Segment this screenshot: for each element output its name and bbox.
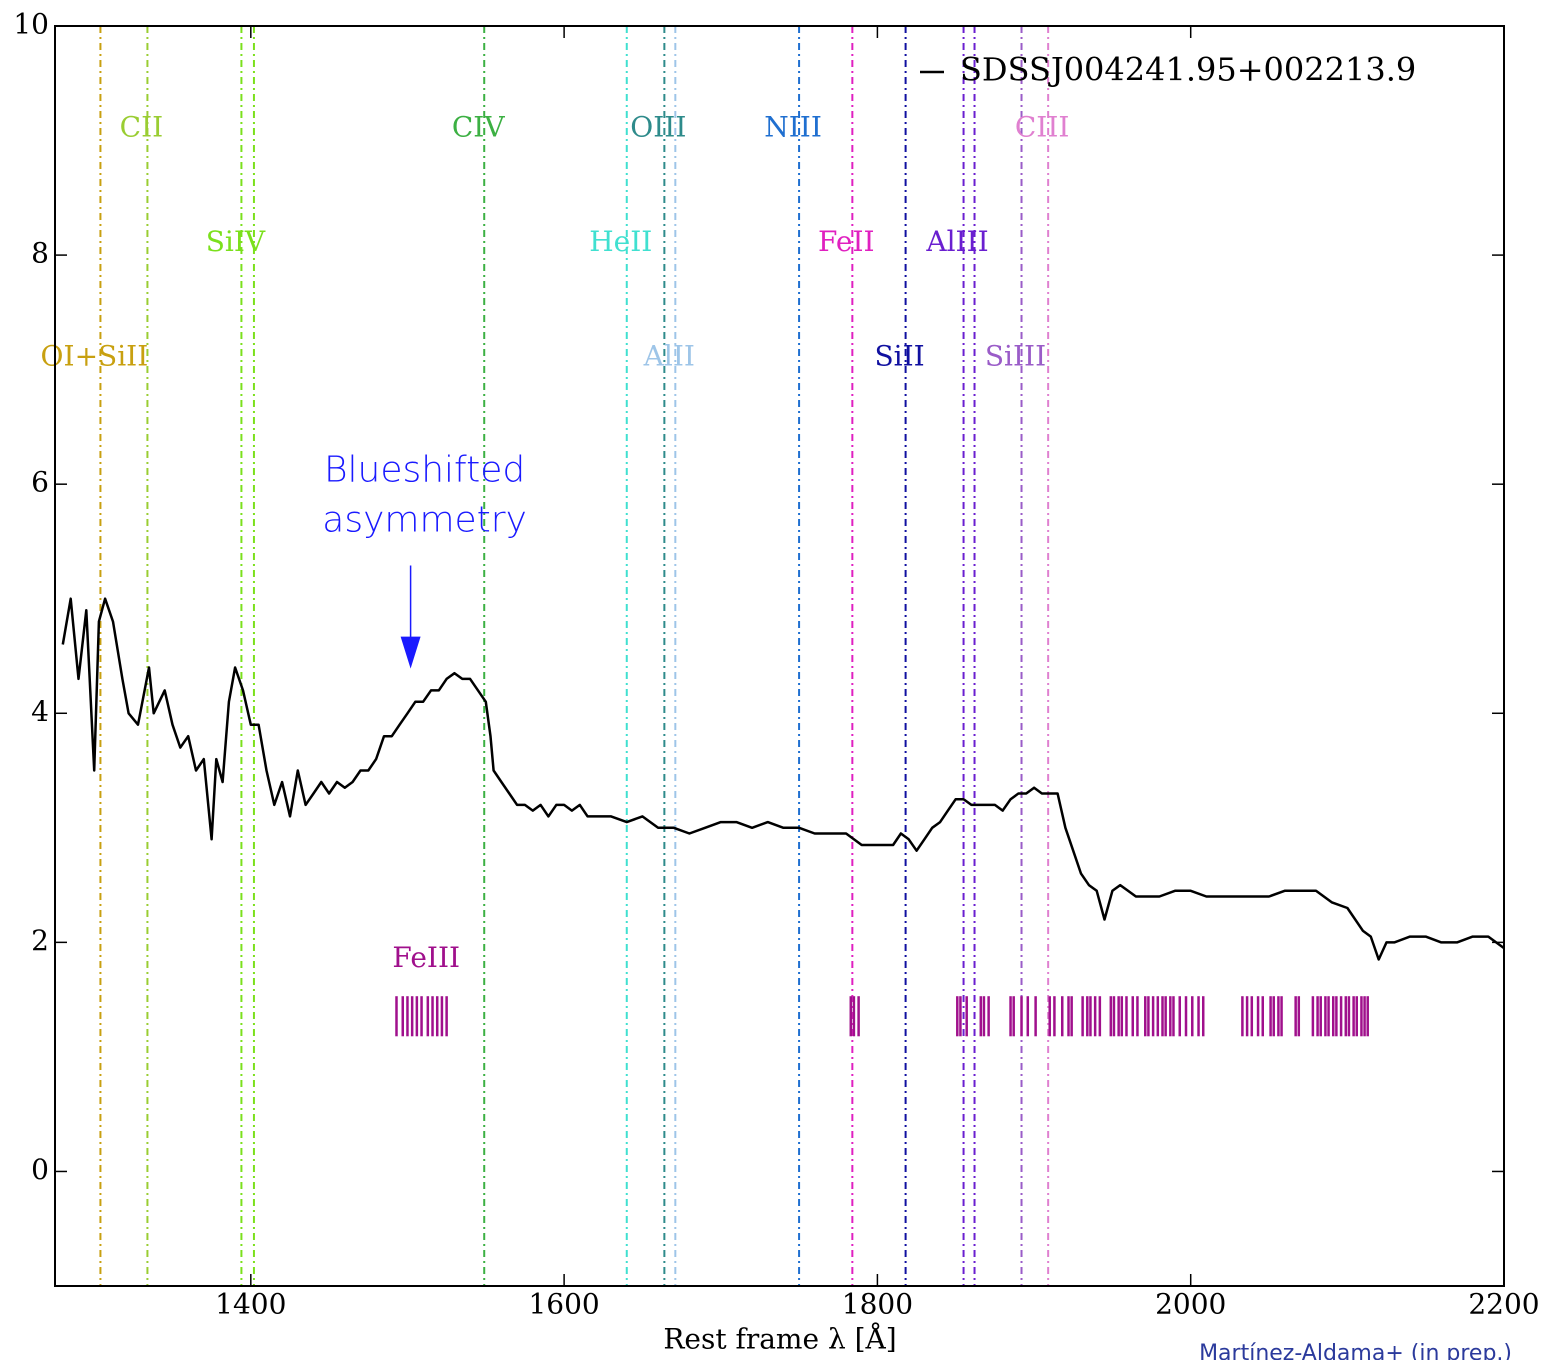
emission-label: OI+SiII: [41, 340, 149, 373]
emission-label: HeII: [589, 225, 652, 258]
y-tick-label: 8: [31, 237, 49, 270]
x-tick-label: 1800: [842, 1288, 913, 1321]
annotation-text: Blueshifted: [324, 450, 525, 491]
annotation-text: asymmetry: [322, 500, 527, 541]
plot-frame: [54, 25, 1505, 1287]
annotation-arrowhead: [400, 636, 421, 669]
y-tick-label: 10: [13, 8, 49, 41]
y-tick-label: 4: [31, 695, 49, 728]
y-tick-label: 0: [31, 1153, 49, 1186]
legend-label: SDSSJ004241.95+002213.9: [960, 51, 1416, 89]
emission-label: SiIV: [206, 225, 266, 258]
x-axis-label: Rest frame λ [Å]: [663, 1323, 896, 1356]
emission-label: CIII: [1015, 111, 1070, 144]
emission-label: AlII: [643, 340, 695, 373]
emission-label: SiII: [874, 340, 924, 373]
x-tick-label: 2000: [1155, 1288, 1226, 1321]
emission-label: AlIII: [925, 225, 988, 258]
emission-label: OIII: [630, 111, 686, 144]
spectrum: [61, 597, 1505, 961]
emission-label: NIII: [764, 111, 822, 144]
emission-label: SiIII: [985, 340, 1046, 373]
x-tick-label: 1400: [215, 1288, 286, 1321]
y-tick-label: 6: [31, 466, 49, 499]
emission-label: CII: [120, 111, 164, 144]
x-tick-label: 2200: [1468, 1288, 1539, 1321]
y-tick-label: 2: [31, 924, 49, 957]
credit: Martínez-Aldama+ (in prep.): [1199, 1341, 1512, 1360]
feiii-label: FeIII: [392, 941, 460, 974]
emission-label: CIV: [452, 111, 505, 144]
x-tick-label: 1600: [528, 1288, 599, 1321]
emission-label: FeII: [818, 225, 875, 258]
